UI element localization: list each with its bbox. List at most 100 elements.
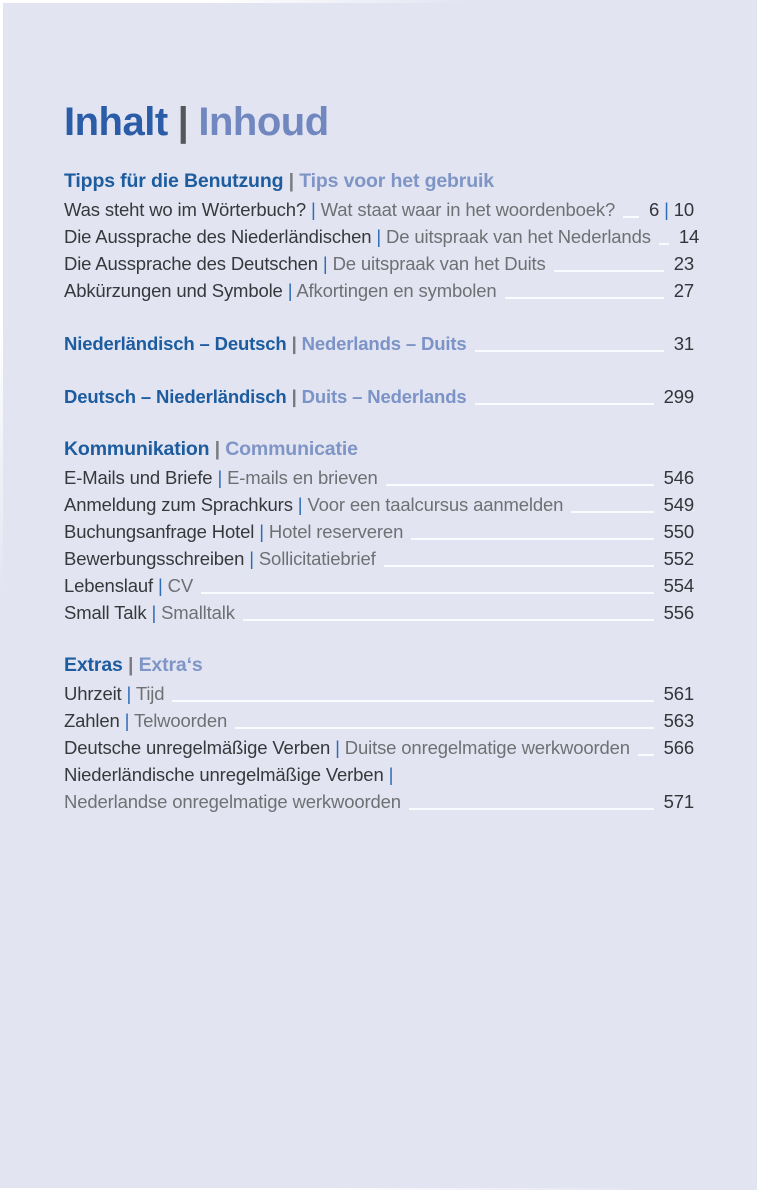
row-separator: | [371, 226, 387, 247]
toc-section: Tipps für die Benutzung | Tips voor het … [64, 168, 699, 304]
page-number-value: 554 [663, 575, 695, 596]
row-label-german: Bewerbungsschreiben [64, 548, 245, 569]
row-label-german: Lebenslauf [64, 575, 154, 596]
page-number: 6 | 10 [649, 196, 694, 223]
toc-row: Die Aussprache des Niederländischen | De… [64, 223, 699, 250]
toc-part-row: Deutsch – Niederländisch | Duits – Neder… [64, 383, 694, 410]
row-label-german: Die Aussprache des Niederländischen [64, 226, 372, 247]
page-number: 556 [664, 599, 695, 626]
row-label: Anmeldung zum Sprachkurs | Voor een taal… [64, 491, 563, 518]
row-separator: | [244, 548, 259, 569]
row-label: Niederländische unregelmäßige Verben | [64, 761, 393, 788]
row-label-german: Die Aussprache des Deutschen [64, 253, 318, 274]
toc-row: Lebenslauf | CV 554 [64, 572, 694, 599]
row-label: Niederländisch – Deutsch | Nederlands – … [64, 330, 467, 357]
page-number: 546 [663, 464, 695, 491]
row-label-german: Deutsch – Niederländisch [64, 386, 287, 407]
page-number: 566 [663, 734, 695, 761]
row-label: Die Aussprache des Niederländischen | De… [64, 223, 651, 250]
page-number-value: 10 [673, 199, 694, 220]
toc-row: Was steht wo im Wörterbuch? | Wat staat … [64, 196, 694, 223]
toc-part-row: Niederländisch – Deutsch | Nederlands – … [64, 330, 694, 357]
toc-row: Zahlen | Telwoorden 563 [64, 707, 694, 734]
row-label: Small Talk | Smalltalk [64, 599, 235, 626]
page-number: 299 [664, 383, 695, 410]
leader-line [383, 565, 654, 567]
toc-section: Extras | Extra‘s Uhrzeit | Tijd 561 Zahlen … [64, 652, 694, 815]
row-label-dutch: Duitse onregelmatige werkwoorden [344, 737, 630, 758]
row-label-dutch: Wat staat waar in het woordenboek? [320, 199, 616, 220]
row-separator: | [286, 386, 302, 407]
row-label-german: Anmeldung zum Sprachkurs [64, 494, 293, 515]
row-label: Bewerbungsschreiben | Sollicitatiebrief [64, 545, 376, 572]
page-number: 14 [679, 223, 699, 250]
row-label-dutch: Sollicitatiebrief [258, 548, 376, 569]
row-label-dutch: Hotel reserveren [268, 521, 404, 542]
row-label-dutch: De uitspraak van het Duits [332, 253, 546, 274]
page-number-value: 14 [678, 226, 700, 247]
page-number-value: 563 [663, 710, 695, 731]
row-label: Buchungsanfrage Hotel | Hotel reserveren [64, 518, 403, 545]
row-label-german: Extras [64, 654, 123, 676]
leader-line [623, 216, 639, 218]
row-label-german: E-Mails und Briefe [64, 467, 213, 488]
row-label-dutch: Tijd [135, 683, 165, 704]
row-label-dutch: De uitspraak van het Nederlands [386, 226, 651, 247]
leader-line [474, 403, 654, 405]
leader-line [172, 700, 654, 702]
row-label-german: Abkürzungen und Symbole [64, 280, 283, 301]
leader-line [235, 727, 654, 729]
row-separator: | [283, 170, 300, 192]
leader-line [201, 592, 654, 594]
row-label-dutch: CV [167, 575, 194, 596]
leader-line [553, 270, 664, 272]
leader-line [504, 297, 664, 299]
page-number-value: 546 [663, 467, 695, 488]
leader-line [242, 619, 654, 621]
row-separator: | [383, 764, 394, 785]
page-title-dutch: Inhoud [198, 100, 329, 144]
page-number: 27 [674, 277, 694, 304]
page-number: 554 [663, 572, 695, 599]
row-separator: | [146, 602, 162, 623]
row-label-dutch: E-mails en brieven [227, 467, 378, 488]
title-separator: | [177, 100, 189, 144]
row-label-german: Small Talk [64, 602, 147, 623]
toc-row: E-Mails und Briefe | E-mails en brieven 5… [64, 464, 694, 491]
row-label: Deutsch – Niederländisch | Duits – Neder… [64, 383, 467, 410]
row-label-dutch: Nederlands – Duits [301, 333, 467, 354]
row-label: Die Aussprache des Deutschen | De uitspr… [64, 250, 546, 277]
toc-section: Kommunikation | Communicatie E-Mails und … [64, 436, 694, 626]
row-label: Abkürzungen und Symbole | Afkortingen en… [64, 277, 497, 304]
leader-line [571, 511, 654, 513]
row-separator: | [330, 737, 345, 758]
page-number-value: 566 [663, 737, 695, 758]
page-number-value: 6 [648, 199, 660, 220]
row-separator: | [119, 710, 134, 731]
leader-line [385, 484, 654, 486]
row-label-dutch: Tips voor het gebruik [299, 170, 494, 192]
row-label: Deutsche unregelmäßige Verben | Duitse o… [64, 734, 630, 761]
toc-row: Anmeldung zum Sprachkurs | Voor een taal… [64, 491, 694, 518]
page-number: 552 [663, 545, 695, 572]
row-label: Kommunikation | Communicatie [64, 436, 358, 463]
page-number: 563 [663, 707, 695, 734]
page-number: 31 [674, 330, 694, 357]
toc-row: Niederländische unregelmäßige Verben | [64, 761, 694, 788]
row-label-german: Niederländische unregelmäßige Verben [64, 764, 384, 785]
row-separator: | [122, 654, 139, 676]
page-number: 550 [664, 518, 695, 545]
page-number-separator: | [659, 199, 674, 220]
page-number-value: 27 [673, 280, 694, 301]
row-label: Tipps für die Benutzung | Tips voor het … [64, 168, 494, 195]
row-label-dutch: Communicatie [225, 438, 358, 460]
leader-line [411, 538, 654, 540]
page-number-value: 31 [673, 333, 694, 354]
row-label-german: Niederländisch – Deutsch [64, 333, 287, 354]
row-label: Extras | Extra‘s [64, 652, 203, 679]
page-number-value: 552 [663, 548, 695, 569]
toc-row: Abkürzungen und Symbole | Afkortingen en… [64, 277, 694, 304]
row-label-dutch: Voor een taalcursus aanmelden [307, 494, 564, 515]
row-label: Lebenslauf | CV [64, 572, 193, 599]
row-label: Uhrzeit | Tijd [64, 680, 165, 707]
